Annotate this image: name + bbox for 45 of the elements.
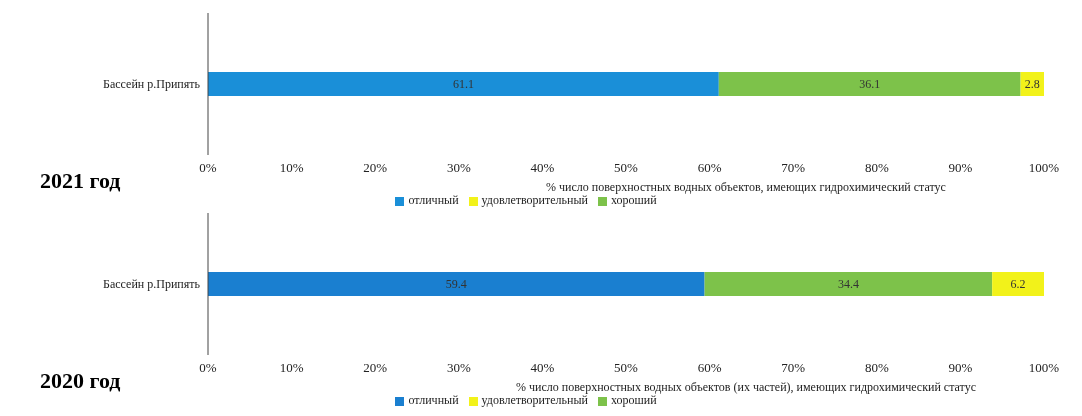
x-axis-title: % число поверхностных водных объектов, имеющих гидрохимический статус (546, 180, 946, 194)
x-axis-title: % число поверхностных водных объектов (их частей), имеющих гидрохимический статус (516, 380, 976, 394)
x-tick-label: 50% (614, 360, 639, 376)
x-tick-label: 20% (363, 360, 388, 376)
text: 2021 год (40, 168, 121, 194)
legend-label: удовлетворительный (481, 393, 588, 407)
x-tick-label: 0% (199, 360, 217, 376)
y-tick-label: Бассейн р.Припять (103, 77, 201, 92)
data-label: 2.8 (1024, 77, 1040, 92)
x-tick-label: 100% (1028, 160, 1060, 176)
bar (208, 72, 719, 96)
x-tick-label: 90% (948, 360, 973, 376)
data-label: 34.4 (837, 277, 859, 292)
data-label: 61.1 (452, 77, 474, 92)
bar (704, 272, 993, 296)
x-tick-label: 70% (781, 360, 806, 376)
legend-label: удовлетворительный (481, 193, 588, 207)
x-tick-label: 80% (864, 360, 889, 376)
x-tick-label: 20% (363, 160, 388, 176)
x-tick-label: 30% (446, 160, 471, 176)
x-tick-label: 10% (279, 160, 304, 176)
x-tick-label: 10% (279, 360, 304, 376)
legend-label: хороший (610, 193, 657, 207)
x-tick-label: 60% (697, 160, 722, 176)
x-tick-label: 80% (864, 160, 889, 176)
x-tick-label: 30% (446, 360, 471, 376)
data-label: 36.1 (859, 77, 881, 92)
x-tick-label: 60% (697, 360, 722, 376)
legend-label: хороший (610, 393, 657, 407)
x-tick-label: 40% (530, 360, 555, 376)
legend-label: отличный (408, 393, 459, 407)
x-tick-label: 100% (1028, 360, 1060, 376)
x-tick-label: 70% (781, 160, 806, 176)
x-tick-label: 0% (199, 160, 217, 176)
x-tick-label: 90% (948, 160, 973, 176)
text: 2020 год (40, 368, 121, 394)
legend-label: отличный (408, 193, 459, 207)
bar (992, 272, 1044, 296)
y-tick-label: Бассейн р.Припять (103, 277, 201, 292)
data-label: 6.2 (1010, 277, 1026, 292)
data-label: 59.4 (445, 277, 467, 292)
bar (208, 272, 705, 296)
x-tick-label: 50% (614, 160, 639, 176)
bar (718, 72, 1021, 96)
x-tick-label: 40% (530, 160, 555, 176)
